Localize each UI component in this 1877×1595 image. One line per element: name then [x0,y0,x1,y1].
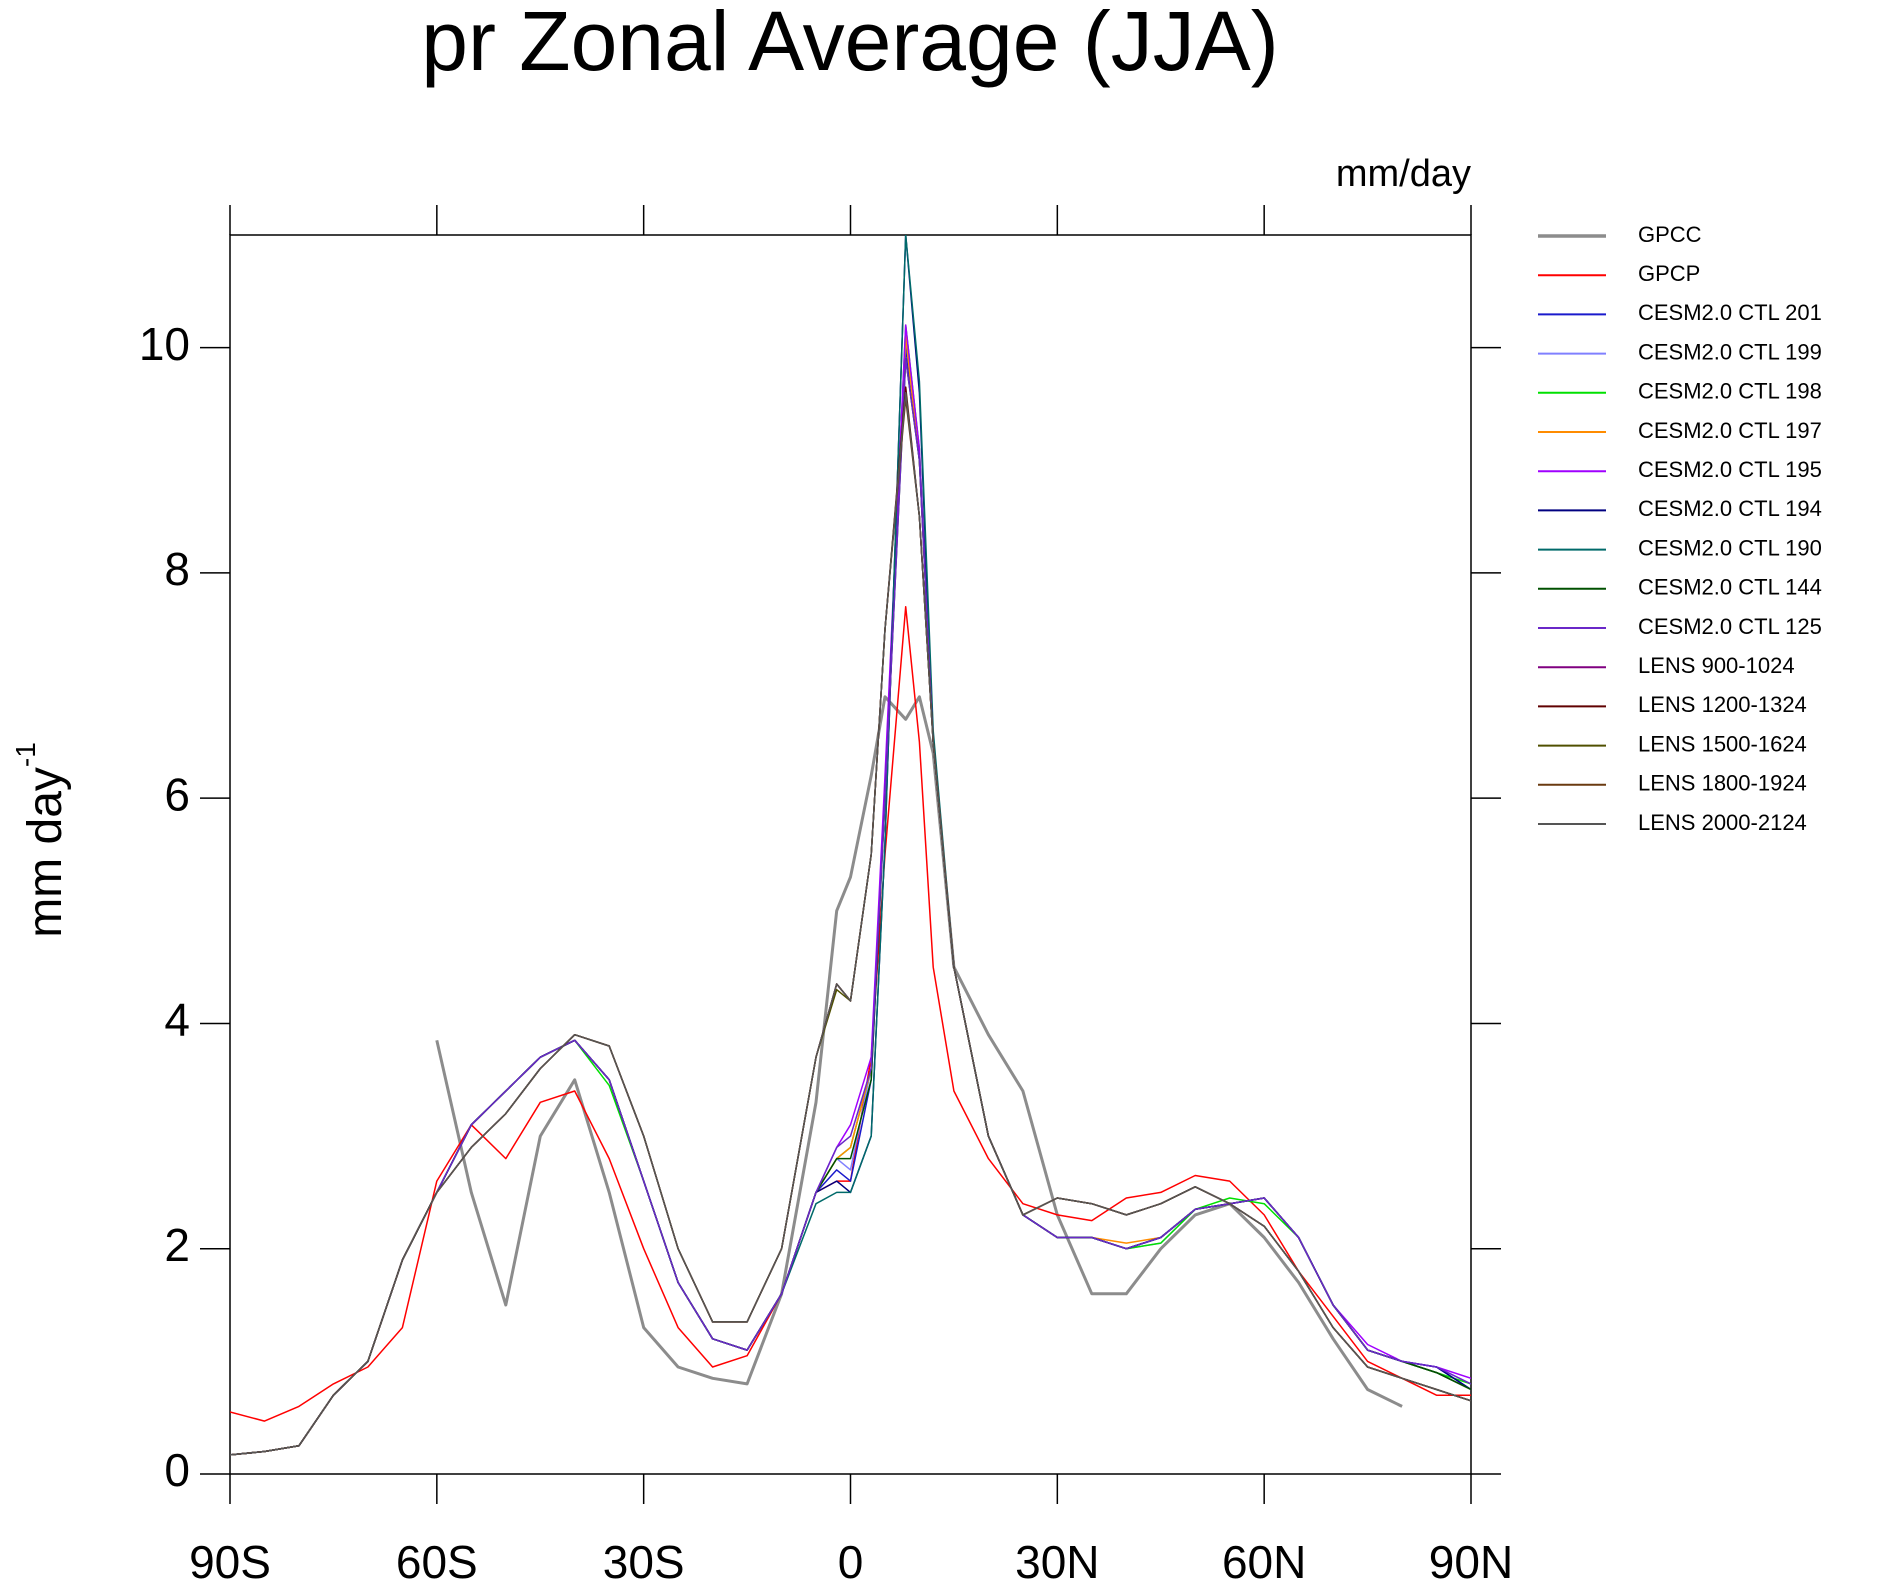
series-line [230,386,1471,1456]
series-line [230,346,1471,1456]
legend-label: GPCC [1638,222,1702,247]
legend-label: CESM2.0 CTL 199 [1638,339,1822,364]
legend-label: LENS 1200-1324 [1638,692,1807,717]
legend-label: CESM2.0 CTL 195 [1638,457,1822,482]
units-label: mm/day [1336,153,1471,195]
legend-label: CESM2.0 CTL 197 [1638,418,1822,443]
series-line [230,335,1471,1456]
y-axis-label: mm day-1 [10,742,71,938]
y-tick-label: 0 [164,1444,190,1496]
legend-label: CESM2.0 CTL 201 [1638,300,1822,325]
plot-frame [229,234,1472,1475]
series-line [435,695,1403,1408]
y-axis-label-sup: -1 [10,742,41,767]
y-tick-label: 2 [164,1219,190,1271]
y-axis-label-text: mm day [19,767,72,938]
y-tick-label: 10 [139,318,190,370]
series-line [230,605,1471,1422]
series-line [230,391,1471,1456]
x-tick-label: 90S [189,1536,271,1588]
x-tick-label: 30N [1015,1536,1099,1588]
series-line [230,358,1471,1456]
legend-label: CESM2.0 CTL 190 [1638,535,1822,560]
legend-label: LENS 900-1024 [1638,653,1795,678]
legend-label: LENS 2000-2124 [1638,810,1807,835]
y-tick-label: 6 [164,768,190,820]
series-line [230,358,1471,1456]
x-tick-label: 30S [603,1536,685,1588]
x-tick-label: 0 [838,1536,864,1588]
series-line [230,324,1471,1456]
y-tick-label: 4 [164,994,190,1046]
chart-title: pr Zonal Average (JJA) [421,0,1279,88]
legend-label: LENS 1500-1624 [1638,731,1807,756]
x-tick-label: 90N [1429,1536,1513,1588]
legend-label: GPCP [1638,261,1700,286]
legend-label: CESM2.0 CTL 144 [1638,575,1822,600]
x-tick-label: 60S [396,1536,478,1588]
series-line [230,335,1471,1456]
series-line [230,391,1471,1456]
legend-label: CESM2.0 CTL 125 [1638,614,1822,639]
series-line [230,324,1471,1456]
series-line [230,391,1471,1456]
series-line [230,397,1471,1456]
legend-label: CESM2.0 CTL 194 [1638,496,1822,521]
legend-label: LENS 1800-1924 [1638,771,1807,796]
legend-label: CESM2.0 CTL 198 [1638,379,1822,404]
y-tick-label: 8 [164,543,190,595]
x-tick-label: 60N [1222,1536,1306,1588]
